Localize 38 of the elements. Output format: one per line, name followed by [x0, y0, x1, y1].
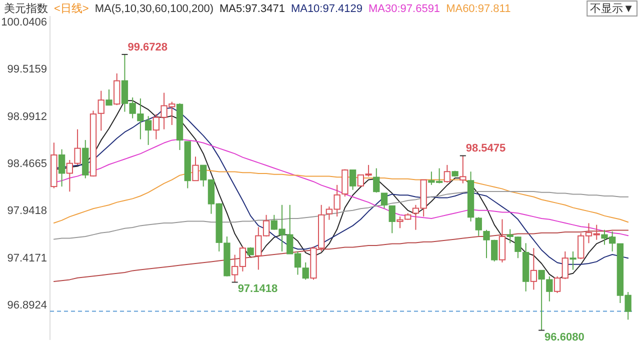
- candlestick: [396, 216, 404, 229]
- y-tick-label: 96.8924: [7, 300, 47, 312]
- candlestick: [460, 155, 466, 184]
- candlestick: [106, 88, 112, 106]
- text: MA30:97.6591: [368, 3, 440, 15]
- legend-title: MA(5,10,30,60,100,200): [94, 3, 214, 15]
- y-tick-label: 98.9912: [7, 110, 47, 123]
- candlestick: [58, 148, 66, 188]
- text: MA5:97.3471: [220, 3, 285, 15]
- candlestick: [349, 169, 356, 190]
- y-tick-label: 98.4665: [7, 158, 47, 170]
- text: 不显示▼: [590, 3, 634, 15]
- candlestick: [570, 250, 576, 270]
- chart-title: 美元指数: [4, 2, 48, 15]
- annotation: 96.6080: [544, 331, 584, 344]
- candlestick: [498, 218, 506, 263]
- chart-subtitle: <日线>: [54, 2, 89, 15]
- annotation: 99.6728: [128, 41, 168, 54]
- text: MA10:97.4129: [290, 3, 362, 15]
- annotation: 97.1418: [238, 283, 278, 296]
- y-tick-label: 100.0406: [1, 16, 47, 28]
- candlestick: [444, 164, 451, 184]
- line-series: [53, 230, 629, 282]
- annotation: 98.5475: [466, 142, 506, 155]
- candlestick: [373, 168, 380, 194]
- y-tick-label: 97.4171: [7, 252, 47, 264]
- text: MA60:97.811: [446, 3, 511, 15]
- candlestick: [475, 216, 482, 236]
- y-tick-label: 99.5159: [7, 64, 47, 76]
- candlestick: [302, 262, 309, 280]
- y-tick-label: 97.9418: [7, 205, 47, 218]
- line-series: [53, 191, 629, 240]
- candlestick: [342, 168, 348, 198]
- candlestick: [114, 72, 120, 106]
- candlestick: [380, 192, 388, 209]
- candlestick: [530, 248, 538, 290]
- candlestick: [192, 156, 199, 182]
- candlestick: [388, 205, 396, 234]
